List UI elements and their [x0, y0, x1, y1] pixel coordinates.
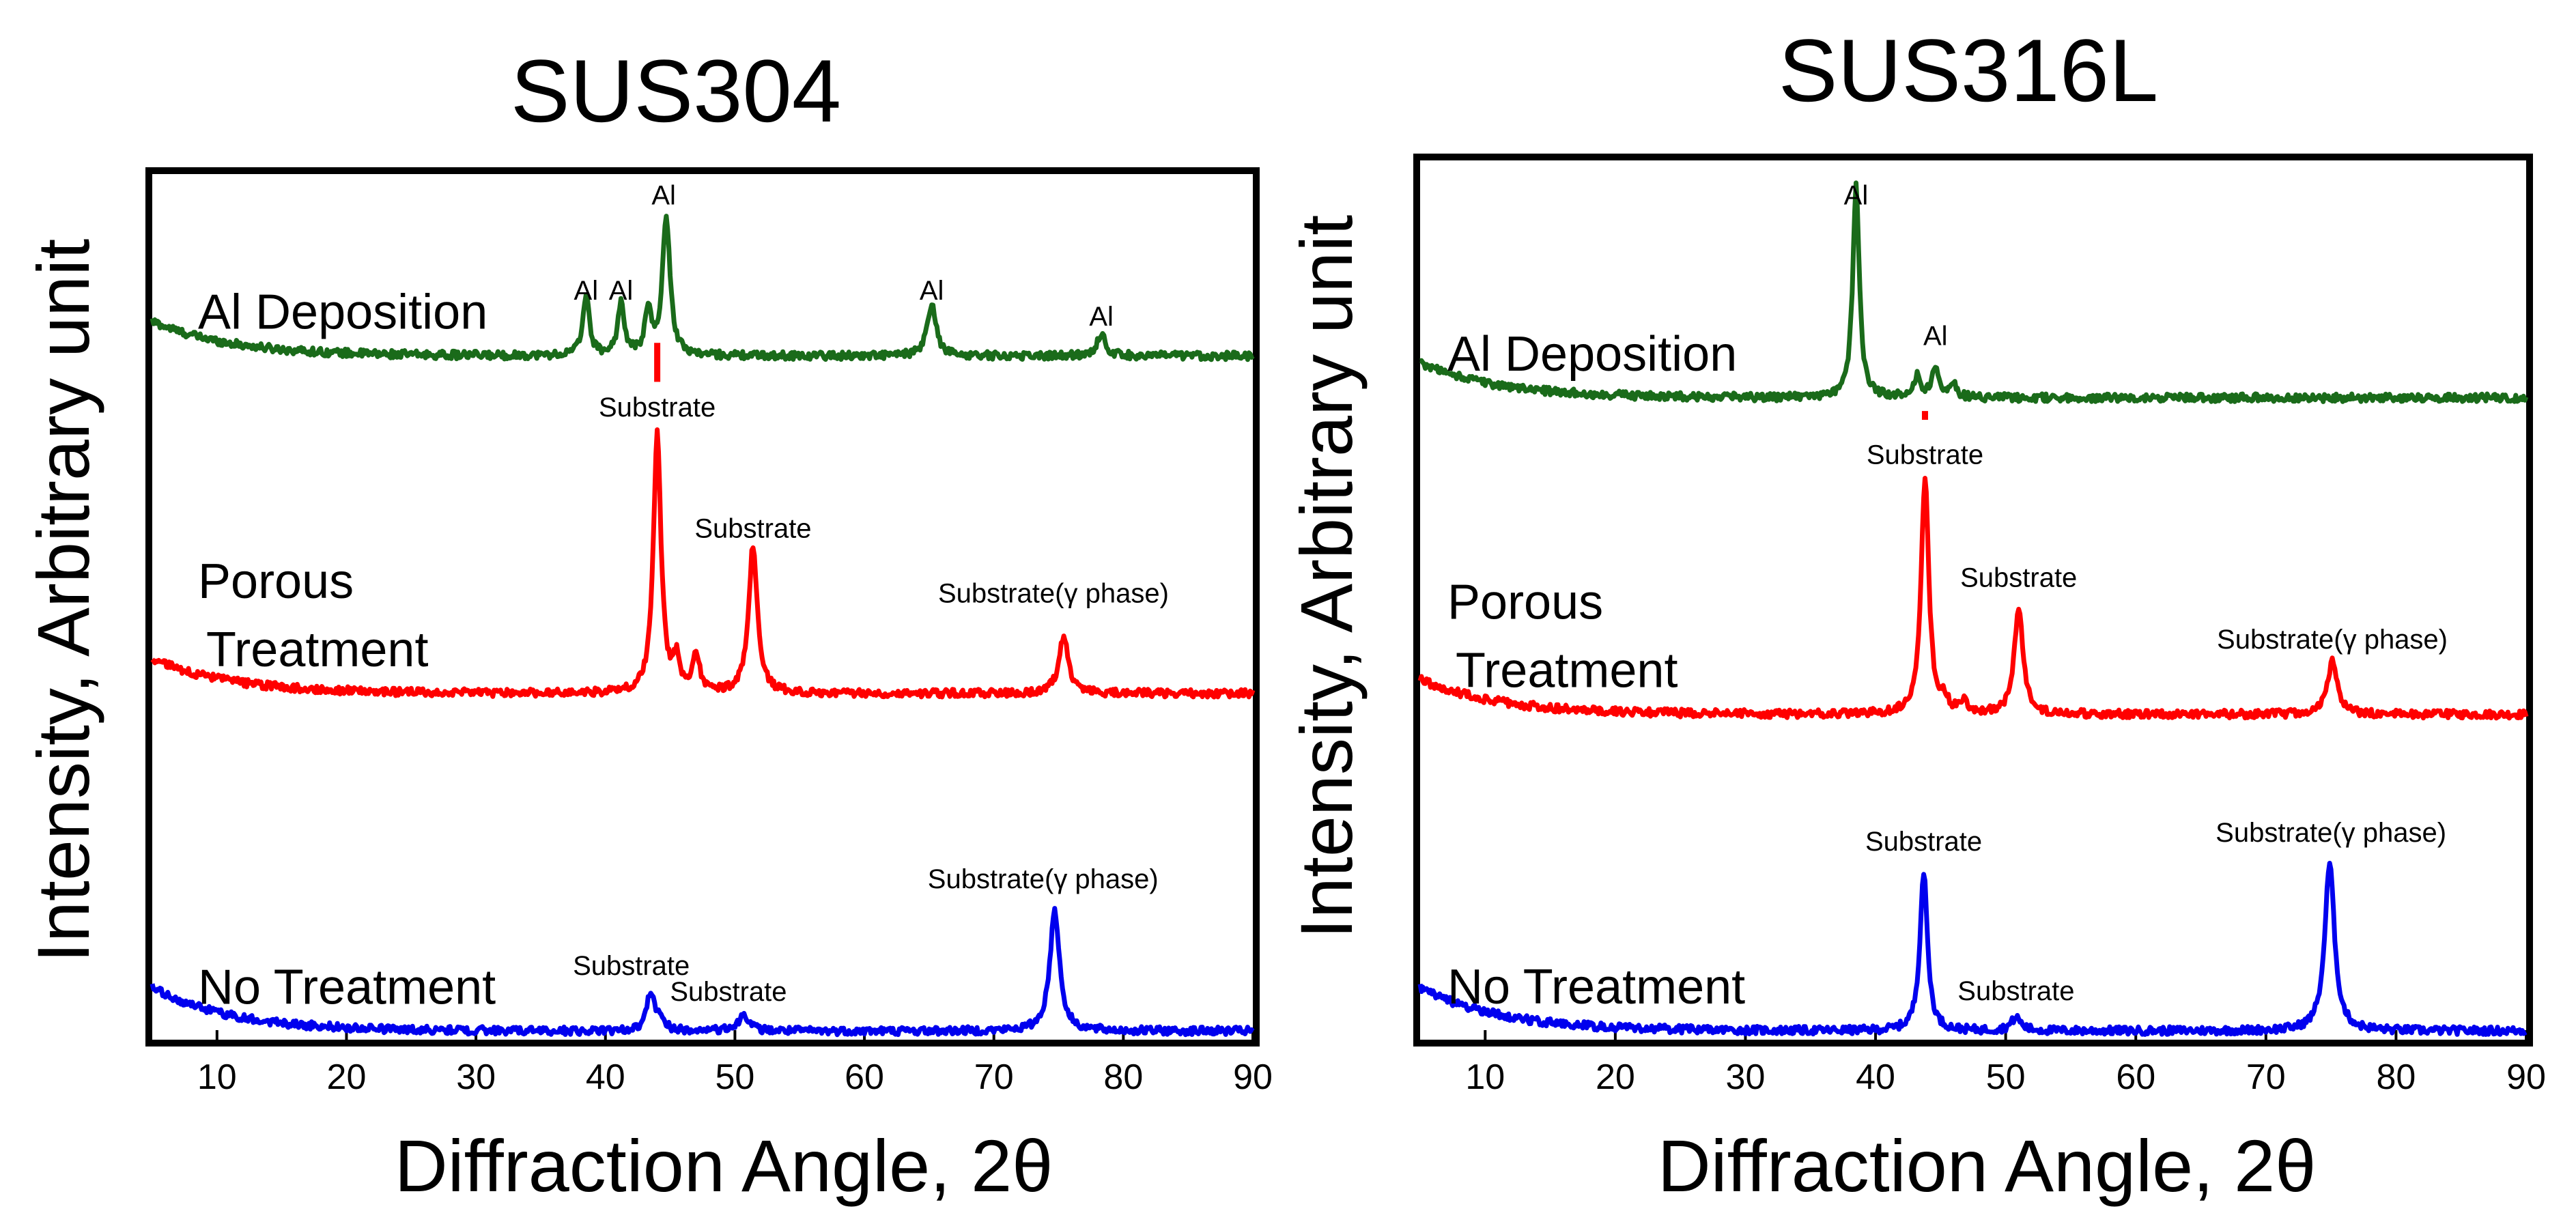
- peak-annotation: Al: [651, 180, 676, 210]
- peak-annotation: Substrate: [573, 951, 690, 981]
- plot-area-frame: [145, 167, 1260, 1047]
- x-tick-label: 70: [974, 1057, 1014, 1097]
- y-axis-label: Intensity, Arbitrary unit: [1285, 215, 1368, 939]
- peak-annotation: Substrate: [599, 393, 716, 423]
- peak-annotation: Substrate: [1867, 440, 1983, 470]
- series-line-no-treatment: [150, 906, 1255, 1038]
- peak-annotation: Al: [1844, 180, 1869, 210]
- x-tick-label: 60: [2116, 1057, 2155, 1097]
- peak-annotation: Al: [574, 276, 599, 306]
- peak-annotation: Substrate(γ phase): [2217, 625, 2448, 655]
- peak-annotation: Al: [1089, 302, 1114, 332]
- peak-annotation: Substrate(γ phase): [938, 579, 1169, 609]
- peak-annotation: Al: [609, 276, 634, 306]
- x-tick-label: 50: [715, 1057, 754, 1097]
- x-tick-label: 40: [586, 1057, 625, 1097]
- x-tick-label: 30: [1726, 1057, 1766, 1097]
- x-tick-label: 80: [2376, 1057, 2416, 1097]
- peak-annotation: Substrate(γ phase): [2216, 818, 2446, 848]
- x-tick-label: 80: [1103, 1057, 1143, 1097]
- series-label: Porous: [198, 554, 354, 609]
- plot-marks: 10 20 30 40 50 60 70 80 90 Al Deposition Porous Tre…: [1417, 180, 2546, 1097]
- x-axis-label: Diffraction Angle, 2θ: [395, 1124, 1053, 1207]
- x-tick-label: 50: [1986, 1057, 2026, 1097]
- x-tick-label: 70: [2246, 1057, 2286, 1097]
- peak-annotation: Substrate: [1865, 827, 1982, 857]
- x-tick-label: 10: [1465, 1057, 1505, 1097]
- x-tick-label: 60: [845, 1057, 884, 1097]
- x-tick-label: 90: [2506, 1057, 2546, 1097]
- series-label: Porous: [1447, 575, 1603, 629]
- series-label: No Treatment: [1447, 960, 1745, 1014]
- plot-marks: 10 20 30 40 50 60 70 80 90 Al Deposition Porous Tre…: [150, 180, 1273, 1097]
- series-label: Treatment: [206, 623, 428, 677]
- chart-panel-sus316l: SUS316L Intensity, Arbitrary unit Diffra…: [1285, 20, 2546, 1207]
- x-axis-label: Diffraction Angle, 2θ: [1658, 1124, 2317, 1207]
- series-line-porous-treatment: [150, 427, 1256, 700]
- peak-annotation: Al: [1923, 321, 1948, 351]
- peak-annotation: Al: [920, 276, 944, 306]
- series-label: No Treatment: [198, 960, 496, 1014]
- peak-annotation: Substrate: [694, 514, 811, 544]
- x-tick-label: 30: [456, 1057, 496, 1097]
- peak-annotation: Substrate: [1960, 563, 2077, 593]
- y-axis-label: Intensity, Arbitrary unit: [22, 239, 104, 963]
- peak-annotation: Substrate(γ phase): [928, 864, 1159, 894]
- series-label: Al Deposition: [1447, 327, 1737, 382]
- series-line-no-treatment: [1417, 861, 2528, 1037]
- series-line-al-deposition: [150, 214, 1255, 362]
- peak-annotation: Substrate: [1957, 976, 2074, 1006]
- x-tick-label: 20: [327, 1057, 367, 1097]
- x-tick-label: 40: [1856, 1057, 1895, 1097]
- series-label: Treatment: [1456, 643, 1678, 698]
- x-tick-label: 20: [1596, 1057, 1635, 1097]
- series-line-al-deposition: [1419, 180, 2529, 404]
- series-label: Al Deposition: [198, 285, 487, 339]
- chart-title: SUS316L: [1779, 20, 2159, 120]
- chart-panel-sus304: SUS304 Intensity, Arbitrary unit Diffrac…: [22, 41, 1273, 1207]
- peak-annotation: Substrate: [670, 977, 787, 1007]
- x-tick-label: 10: [197, 1057, 237, 1097]
- plot-area-frame: [1413, 154, 2533, 1047]
- x-tick-label: 90: [1233, 1057, 1273, 1097]
- chart-title: SUS304: [511, 41, 841, 141]
- series-line-porous-treatment: [1417, 476, 2529, 721]
